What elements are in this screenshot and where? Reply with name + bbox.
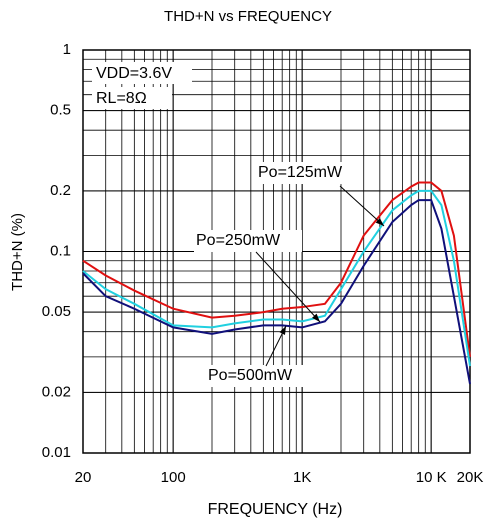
y-tick-label: 0.1 xyxy=(50,242,71,259)
x-tick-label: 10 K xyxy=(416,469,447,486)
x-axis-label: FREQUENCY (Hz) xyxy=(208,501,343,518)
y-axis-label: THD+N (%) xyxy=(9,213,26,291)
series-label: Po=250mW xyxy=(196,232,281,249)
plot-frame xyxy=(82,49,471,454)
label-background xyxy=(194,230,302,252)
arrow xyxy=(339,185,385,227)
chart-title: THD+N vs FREQUENCY xyxy=(164,8,332,25)
y-tick-label: 0.01 xyxy=(42,444,71,461)
label-background xyxy=(206,365,314,387)
x-tick-label: 1K xyxy=(293,469,311,486)
y-tick-label: 0.2 xyxy=(50,182,71,199)
data-line xyxy=(82,199,471,385)
x-tick-label: 20K xyxy=(457,469,484,486)
data-line xyxy=(82,181,471,357)
y-tick-label: 0.02 xyxy=(42,383,71,400)
arrow-head xyxy=(312,313,320,322)
label-background xyxy=(92,62,192,84)
arrow-head xyxy=(375,218,384,226)
y-tick-label: 0.5 xyxy=(50,102,71,119)
label-background xyxy=(92,87,172,109)
series-label: Po=500mW xyxy=(208,367,293,384)
annotation: RL=8Ω xyxy=(96,90,147,107)
y-tick-label: 1 xyxy=(63,41,71,58)
x-tick-label: 100 xyxy=(161,469,186,486)
x-tick-label: 20 xyxy=(75,469,92,486)
annotation: VDD=3.6V xyxy=(96,65,172,82)
arrow xyxy=(255,251,321,323)
data-line xyxy=(82,189,471,367)
y-tick-label: 0.05 xyxy=(42,303,71,320)
series-label: Po=125mW xyxy=(258,164,343,181)
arrow-head xyxy=(279,326,286,335)
label-background xyxy=(256,162,362,184)
